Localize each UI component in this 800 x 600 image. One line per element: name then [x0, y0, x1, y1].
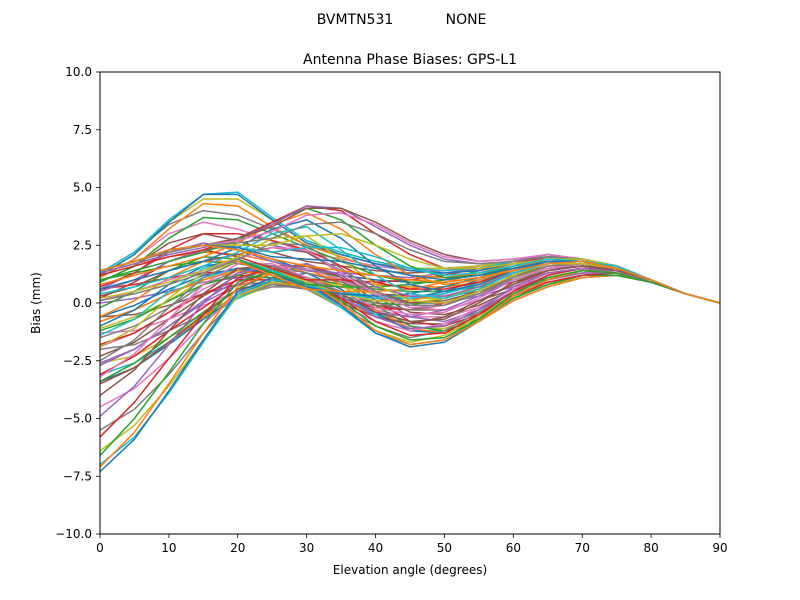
- x-tick-label: 30: [299, 541, 314, 555]
- series-line-az175: [100, 265, 720, 397]
- x-tick-label: 40: [368, 541, 383, 555]
- series-line-az355: [100, 244, 720, 304]
- series-layer: [100, 191, 720, 473]
- y-tick-label: 0.0: [73, 296, 92, 310]
- series-line-az160: [100, 269, 720, 456]
- y-tick-label: −2.5: [63, 354, 92, 368]
- x-tick-label: 10: [161, 541, 176, 555]
- x-axis-label: Elevation angle (degrees): [333, 563, 487, 577]
- tick-layer: 0 10 20 30 40 50 60 70 80 90 −10.0 −7.5 −5.0 −2.5 0.0 2…: [55, 65, 727, 555]
- x-tick-label: 90: [712, 541, 727, 555]
- plot-frame: [99, 71, 721, 535]
- x-tick-label: 60: [506, 541, 521, 555]
- series-line-az060: [100, 265, 720, 383]
- y-tick-label: 2.5: [73, 238, 92, 252]
- y-tick-label: −5.0: [63, 412, 92, 426]
- y-tick-label: −10.0: [55, 527, 92, 541]
- x-tick-label: 80: [643, 541, 658, 555]
- y-axis-label: Bias (mm): [29, 272, 43, 334]
- suptitle-station: BVMTN531: [317, 12, 394, 28]
- x-tick-label: 0: [96, 541, 104, 555]
- y-tick-label: 7.5: [73, 123, 92, 137]
- suptitle-radome: NONE: [446, 12, 487, 28]
- x-tick-label: 70: [575, 541, 590, 555]
- y-tick-label: 10.0: [65, 65, 92, 79]
- chart-title: Antenna Phase Biases: GPS-L1: [303, 52, 517, 68]
- x-tick-label: 50: [437, 541, 452, 555]
- y-tick-label: −7.5: [63, 469, 92, 483]
- x-tick-label: 20: [230, 541, 245, 555]
- y-tick-label: 5.0: [73, 181, 92, 195]
